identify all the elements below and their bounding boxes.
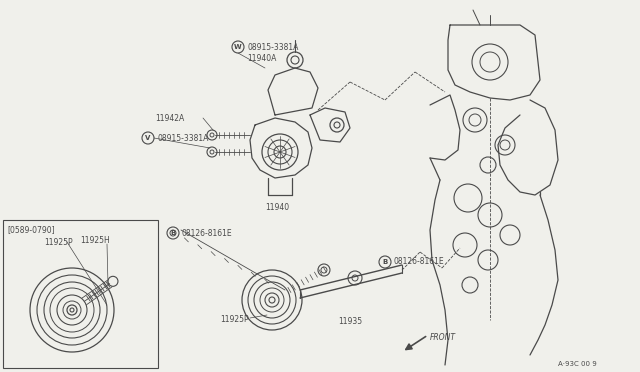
Text: 11942A: 11942A <box>155 113 184 122</box>
Bar <box>3 220 158 368</box>
Text: 08915-3381A: 08915-3381A <box>247 42 298 51</box>
Text: 08126-8161E: 08126-8161E <box>182 228 232 237</box>
Text: A·93C 00 9: A·93C 00 9 <box>558 361 596 367</box>
Text: B: B <box>170 230 175 236</box>
Text: 11935: 11935 <box>338 317 362 327</box>
Text: [0589-0790]: [0589-0790] <box>7 225 54 234</box>
Text: V: V <box>145 135 150 141</box>
Text: B: B <box>382 259 388 265</box>
Text: 11925H: 11925H <box>80 235 109 244</box>
Text: 11940: 11940 <box>265 202 289 212</box>
Text: 08126-8161E: 08126-8161E <box>394 257 445 266</box>
Text: 11940A: 11940A <box>247 54 276 62</box>
Text: 08915-3381A: 08915-3381A <box>157 134 209 142</box>
Text: 11925P: 11925P <box>220 315 248 324</box>
Text: W: W <box>234 44 242 50</box>
Text: 11925P: 11925P <box>44 237 72 247</box>
Text: FRONT: FRONT <box>430 334 456 343</box>
